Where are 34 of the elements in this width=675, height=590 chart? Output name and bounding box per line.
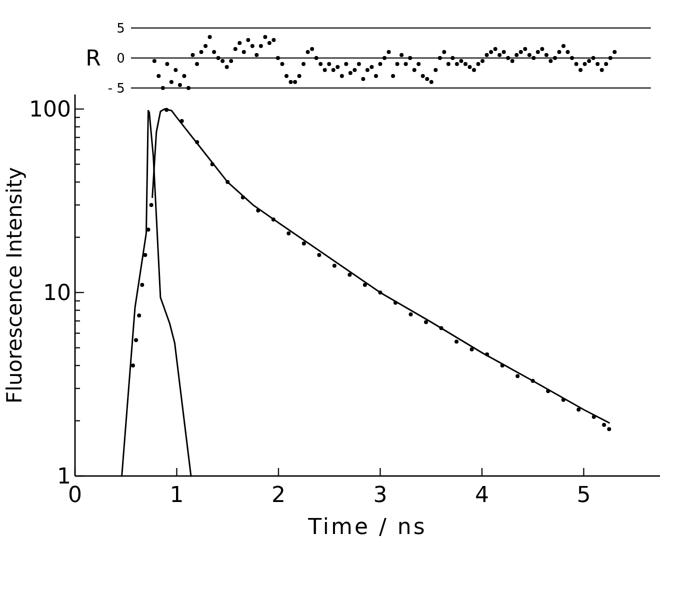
point	[516, 374, 520, 378]
x-tick-label: 2	[271, 483, 286, 508]
point	[332, 264, 336, 268]
point	[576, 408, 581, 412]
point	[317, 253, 322, 258]
y-tick-label: 10	[43, 281, 71, 306]
x-tick-label: 5	[576, 483, 591, 508]
y-tick-label: - 5	[108, 82, 125, 97]
point	[130, 364, 135, 368]
point	[134, 338, 138, 342]
point	[602, 422, 606, 427]
y-axis-title: Fluorescence Intensity	[2, 167, 26, 404]
point	[143, 253, 148, 258]
point	[607, 427, 612, 432]
point	[454, 340, 459, 344]
point	[302, 241, 306, 246]
point	[140, 282, 144, 287]
y-tick-label: 0	[116, 52, 125, 67]
x-tick-label: 3	[373, 483, 388, 508]
point	[149, 202, 154, 207]
point	[348, 272, 352, 277]
y-tick-label: 100	[29, 98, 71, 123]
point	[408, 312, 413, 316]
point	[362, 282, 367, 287]
x-tick-label: 4	[474, 483, 489, 508]
point	[470, 347, 474, 352]
point	[286, 231, 291, 236]
point	[137, 313, 142, 318]
x-axis-title: Time / ns	[307, 515, 427, 540]
y-axis-title: R	[86, 46, 101, 72]
y-tick-label: 1	[57, 464, 71, 490]
point	[424, 320, 428, 324]
y-tick-label: 5	[116, 22, 125, 37]
x-tick-label: 1	[170, 483, 184, 508]
